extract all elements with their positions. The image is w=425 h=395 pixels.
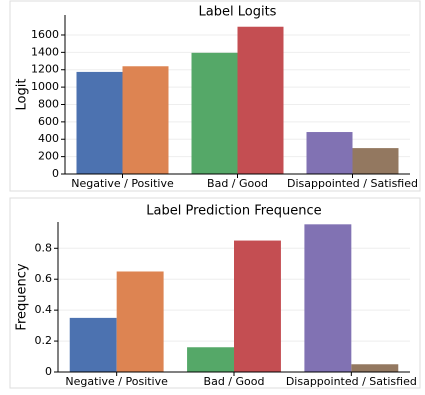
bar [69, 317, 117, 372]
y-tick-label: 0.8 [35, 241, 53, 254]
bar [351, 364, 399, 372]
bar [116, 271, 164, 372]
bar [187, 347, 234, 372]
x-tick-label: Bad / Good [204, 375, 265, 388]
chart-title: Label Logits [199, 5, 277, 20]
panel-frame [9, 197, 421, 389]
bar [76, 71, 123, 174]
y-tick-label: 1000 [31, 80, 59, 93]
y-tick-label: 1400 [31, 45, 59, 58]
bar [122, 66, 169, 174]
y-tick-label: 0.2 [35, 334, 53, 347]
bar [304, 224, 352, 372]
bar [306, 132, 353, 174]
y-tick-label: 0 [45, 365, 52, 378]
y-tick-label: 1600 [31, 28, 59, 41]
y-tick-label: 400 [38, 132, 59, 145]
bar [191, 52, 238, 174]
y-tick-label: 0.4 [35, 303, 53, 316]
y-tick-label: 1200 [31, 63, 59, 76]
y-tick-label: 200 [38, 150, 59, 163]
x-tick-label: Negative / Positive [71, 177, 174, 190]
panel-frame [9, 0, 421, 192]
y-tick-label: 800 [38, 97, 59, 110]
y-tick-label: 0.6 [35, 272, 53, 285]
y-tick-label: 0 [52, 167, 59, 180]
bar [234, 240, 281, 372]
x-tick-label: Negative / Positive [65, 375, 168, 388]
chart-title: Label Prediction Frequence [146, 204, 321, 219]
y-axis-label: Logit [15, 79, 30, 111]
bar [237, 26, 284, 174]
y-tick-label: 600 [38, 115, 59, 128]
x-tick-label: Disappointed / Satisfied [286, 375, 417, 388]
y-axis-label: Frequency [15, 263, 30, 330]
x-tick-label: Disappointed / Satisfied [287, 177, 418, 190]
bar [352, 148, 399, 174]
x-tick-label: Bad / Good [207, 177, 268, 190]
